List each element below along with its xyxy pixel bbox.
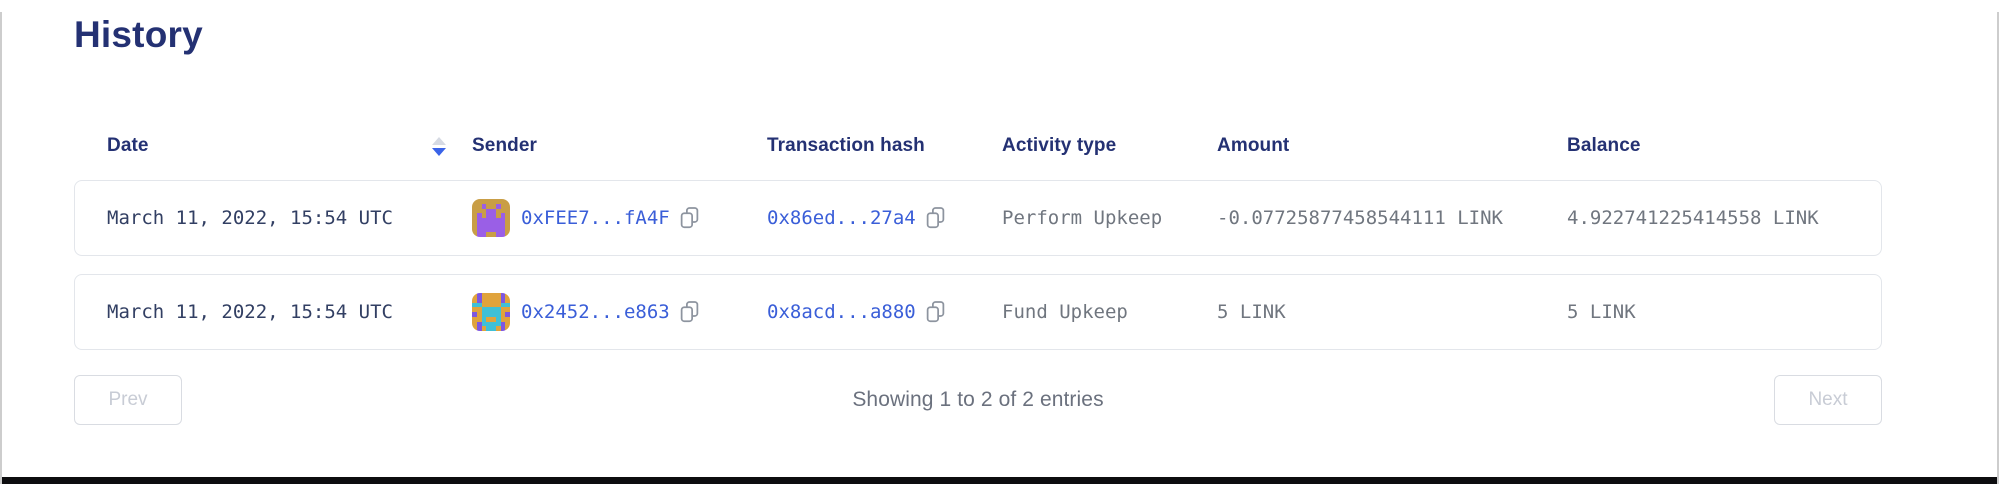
cell-activity-type: Fund Upkeep bbox=[1002, 301, 1128, 323]
column-header-activity-type: Activity type bbox=[1002, 135, 1117, 156]
transaction-hash-link[interactable]: 0x8acd...a880 bbox=[767, 301, 916, 323]
sender-identicon-avatar bbox=[472, 199, 510, 237]
cell-activity-type: Perform Upkeep bbox=[1002, 207, 1163, 229]
copy-sender-address-button[interactable] bbox=[679, 300, 700, 324]
cell-sender: 0xFEE7...fA4F bbox=[472, 199, 767, 237]
cell-amount: -0.07725877458544111 LINK bbox=[1217, 207, 1503, 229]
column-header-transaction-hash: Transaction hash bbox=[767, 135, 925, 156]
cell-sender: 0x2452...e863 bbox=[472, 293, 767, 331]
column-header-sender: Sender bbox=[472, 135, 538, 156]
sender-address-link[interactable]: 0x2452...e863 bbox=[521, 301, 670, 323]
copy-icon bbox=[926, 301, 944, 323]
copy-transaction-hash-button[interactable] bbox=[925, 206, 946, 230]
copy-icon bbox=[926, 207, 944, 229]
copy-transaction-hash-button[interactable] bbox=[925, 300, 946, 324]
pagination-summary: Showing 1 to 2 of 2 entries bbox=[852, 388, 1104, 411]
cell-date: March 11, 2022, 15:54 UTC bbox=[107, 301, 393, 323]
history-table: Date Sender Transaction hash Activity ty… bbox=[74, 130, 1882, 425]
table-row: March 11, 2022, 15:54 UTC 0xFEE7...fA4F … bbox=[74, 180, 1882, 256]
transaction-hash-link[interactable]: 0x86ed...27a4 bbox=[767, 207, 916, 229]
cell-balance: 4.922741225414558 LINK bbox=[1567, 207, 1819, 229]
cell-transaction-hash: 0x8acd...a880 bbox=[767, 300, 1002, 324]
copy-icon bbox=[680, 301, 698, 323]
cell-transaction-hash: 0x86ed...27a4 bbox=[767, 206, 1002, 230]
table-row: March 11, 2022, 15:54 UTC 0x2452...e863 … bbox=[74, 274, 1882, 350]
column-header-date-label: Date bbox=[107, 135, 149, 156]
copy-icon bbox=[680, 207, 698, 229]
next-page-button[interactable]: Next bbox=[1774, 375, 1882, 425]
page-title: History bbox=[74, 14, 203, 55]
prev-page-button[interactable]: Prev bbox=[74, 375, 182, 425]
copy-sender-address-button[interactable] bbox=[679, 206, 700, 230]
table-header-row: Date Sender Transaction hash Activity ty… bbox=[74, 130, 1882, 162]
column-header-date[interactable]: Date bbox=[107, 135, 472, 157]
column-header-amount: Amount bbox=[1217, 135, 1290, 156]
sender-address-link[interactable]: 0xFEE7...fA4F bbox=[521, 207, 670, 229]
footer-top-edge bbox=[2, 477, 1997, 484]
sort-asc-arrow-icon bbox=[432, 136, 446, 145]
column-header-balance: Balance bbox=[1567, 135, 1641, 156]
sender-identicon-avatar bbox=[472, 293, 510, 331]
cell-date: March 11, 2022, 15:54 UTC bbox=[107, 207, 393, 229]
sort-icon[interactable] bbox=[432, 136, 446, 156]
pagination-bar: Prev Showing 1 to 2 of 2 entries Next bbox=[74, 375, 1882, 425]
cell-amount: 5 LINK bbox=[1217, 301, 1286, 323]
sort-desc-arrow-icon bbox=[432, 147, 446, 156]
cell-balance: 5 LINK bbox=[1567, 301, 1636, 323]
